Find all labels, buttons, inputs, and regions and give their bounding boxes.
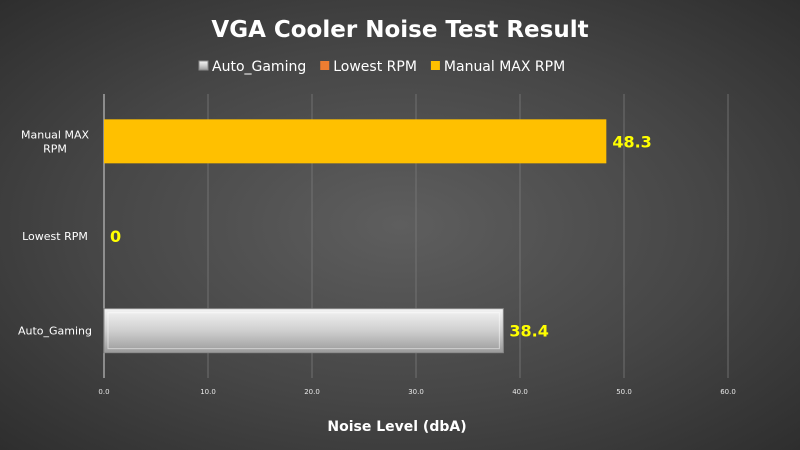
data-label-auto-gaming: 38.4 — [509, 322, 548, 341]
x-tick-label-20-0: 20.0 — [304, 388, 320, 396]
data-label-lowest-rpm: 0 — [110, 227, 121, 246]
chart-title: VGA Cooler Noise Test Result — [211, 17, 588, 43]
x-tick-label-0-0: 0.0 — [98, 388, 109, 396]
category-labels: Manual MAX RPM Lowest RPM Auto_Gaming — [18, 128, 92, 337]
x-tick-label-10-0: 10.0 — [200, 388, 216, 396]
x-tick-label-50-0: 50.0 — [616, 388, 632, 396]
legend-label-auto-gaming: Auto_Gaming — [212, 59, 306, 75]
x-tick-labels: 0.0 10.0 20.0 30.0 40.0 50.0 60.0 — [98, 388, 735, 396]
chart-legend: Auto_Gaming Lowest RPM Manual MAX RPM — [198, 59, 565, 75]
legend-swatch-lowest-rpm — [320, 61, 330, 70]
legend-label-manual-max-rpm: Manual MAX RPM — [444, 59, 565, 75]
chart-bars: 48.3 0 38.4 — [103, 119, 652, 354]
category-label-lowest-rpm: Lowest RPM — [22, 230, 88, 243]
legend-swatch-manual-max-rpm — [430, 61, 440, 70]
bar-auto-gaming — [103, 308, 504, 354]
bar-manual-max-rpm — [104, 119, 607, 164]
x-tick-label-30-0: 30.0 — [408, 388, 424, 396]
legend-label-lowest-rpm: Lowest RPM — [333, 59, 417, 75]
x-tick-label-60-0: 60.0 — [720, 388, 736, 396]
category-label-auto-gaming: Auto_Gaming — [18, 325, 92, 338]
x-axis-title: Noise Level (dbA) — [327, 419, 466, 435]
legend-swatch-auto-gaming — [198, 60, 209, 71]
bar-bevel-auto-gaming — [107, 312, 500, 350]
x-tick-label-40-0: 40.0 — [512, 388, 528, 396]
data-label-manual-max-rpm: 48.3 — [612, 132, 651, 151]
category-label-manual-max-rpm: Manual MAX RPM — [21, 128, 89, 155]
